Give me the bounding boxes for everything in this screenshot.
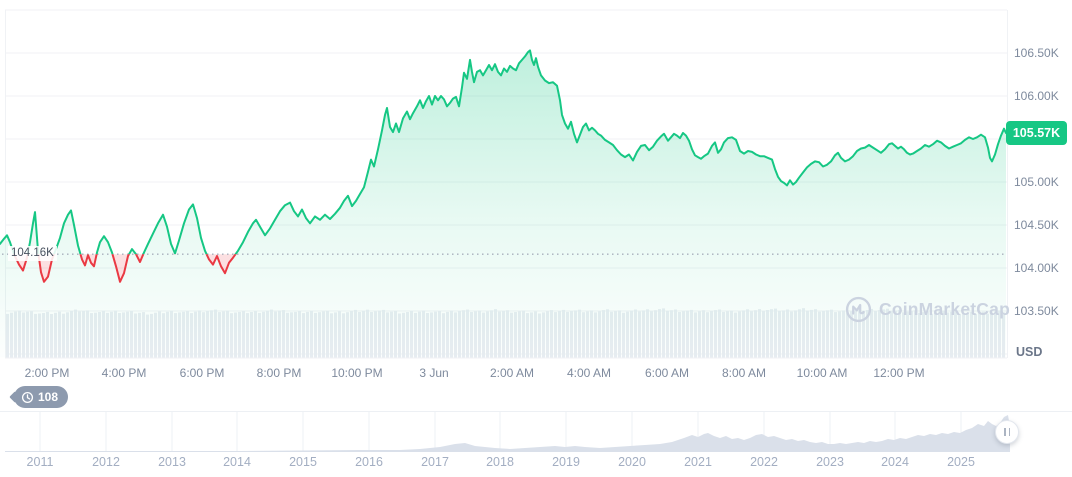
y-axis-tick: 106.50K — [1014, 46, 1059, 60]
y-axis-tick: 106.00K — [1014, 89, 1059, 103]
x-axis-tick: 4:00 PM — [101, 366, 147, 380]
navigator-year-label: 2016 — [355, 455, 383, 469]
y-axis-tick: 104.00K — [1014, 261, 1059, 275]
navigator-year-label: 2020 — [618, 455, 646, 469]
price-chart-canvas[interactable] — [0, 0, 1072, 390]
navigator-year-label: 2024 — [881, 455, 909, 469]
history-badge[interactable]: 108 — [9, 386, 69, 408]
navigator-year-label: 2011 — [26, 455, 54, 469]
x-axis-tick: 6:00 PM — [179, 366, 225, 380]
x-axis-tick: 6:00 AM — [644, 366, 690, 380]
x-axis-tick: 12:00 PM — [873, 366, 925, 380]
navigator-year-label: 2013 — [158, 455, 186, 469]
y-axis-tick: 103.50K — [1014, 304, 1059, 318]
navigator-year-label: 2022 — [750, 455, 778, 469]
pause-bars-icon — [1004, 428, 1006, 436]
current-price-badge: 105.57K — [1006, 121, 1067, 145]
navigator-year-label: 2019 — [552, 455, 580, 469]
x-axis-tick: 8:00 AM — [721, 366, 767, 380]
x-axis-tick: 3 Jun — [419, 366, 449, 380]
x-axis-tick: 2:00 PM — [24, 366, 70, 380]
range-navigator-canvas[interactable] — [0, 405, 1072, 455]
y-axis-tick: 104.50K — [1014, 218, 1059, 232]
x-axis-tick: 4:00 AM — [566, 366, 612, 380]
navigator-year-label: 2023 — [816, 455, 844, 469]
navigator-year-label: 2017 — [421, 455, 449, 469]
currency-unit-label: USD — [1016, 345, 1043, 359]
x-axis-tick: 2:00 AM — [489, 366, 535, 380]
navigator-year-label: 2021 — [684, 455, 712, 469]
range-handle[interactable] — [995, 420, 1019, 444]
navigator-year-label: 2025 — [947, 455, 975, 469]
x-axis-tick: 8:00 PM — [256, 366, 302, 380]
x-axis-tick: 10:00 AM — [796, 366, 848, 380]
x-axis-tick: 10:00 PM — [331, 366, 383, 380]
history-count: 108 — [38, 390, 59, 404]
open-price-label: 104.16K — [8, 246, 57, 261]
navigator-year-label: 2012 — [92, 455, 120, 469]
badge-left-notch — [9, 391, 21, 403]
navigator-year-label: 2015 — [289, 455, 317, 469]
y-axis-tick: 105.00K — [1014, 175, 1059, 189]
history-clock-icon — [21, 391, 34, 404]
navigator-year-label: 2018 — [486, 455, 514, 469]
navigator-year-label: 2014 — [223, 455, 251, 469]
